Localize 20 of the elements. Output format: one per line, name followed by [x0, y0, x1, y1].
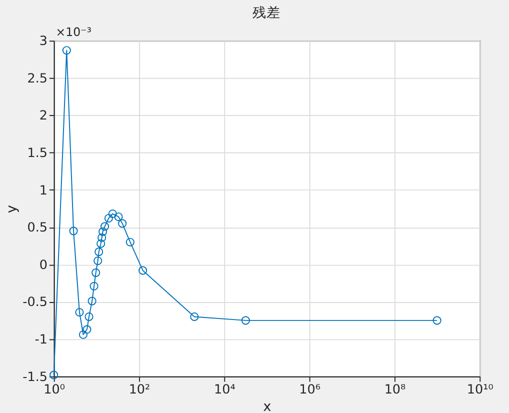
y-tick-label: 0.5 — [27, 220, 48, 235]
x-tick-label: 10⁴ — [214, 382, 236, 397]
chart-title: 残差 — [252, 5, 281, 22]
x-tick-label: 10² — [128, 382, 150, 397]
y-tick-label: -1 — [34, 332, 48, 347]
y-tick-label: -1.5 — [22, 368, 48, 384]
x-axis-title: x — [263, 399, 272, 413]
text: ×10⁻³ — [56, 24, 92, 39]
x-tick-label: 10⁸ — [384, 382, 406, 397]
y-tick-label: 3 — [39, 33, 48, 48]
x-tick-label: 10⁰ — [44, 382, 65, 397]
y-axis-title: y — [4, 204, 20, 214]
y-tick-label: 1 — [39, 182, 48, 198]
x-tick-label: 10¹⁰ — [466, 382, 494, 397]
y-tick-label: 2 — [39, 108, 48, 123]
y-tick-label: 0 — [39, 256, 48, 272]
x-tick-label: 10⁶ — [299, 382, 320, 397]
y-tick-label: 1.5 — [27, 144, 48, 160]
y-tick-label: -0.5 — [22, 294, 48, 310]
y-tick-label: 2.5 — [27, 70, 48, 86]
